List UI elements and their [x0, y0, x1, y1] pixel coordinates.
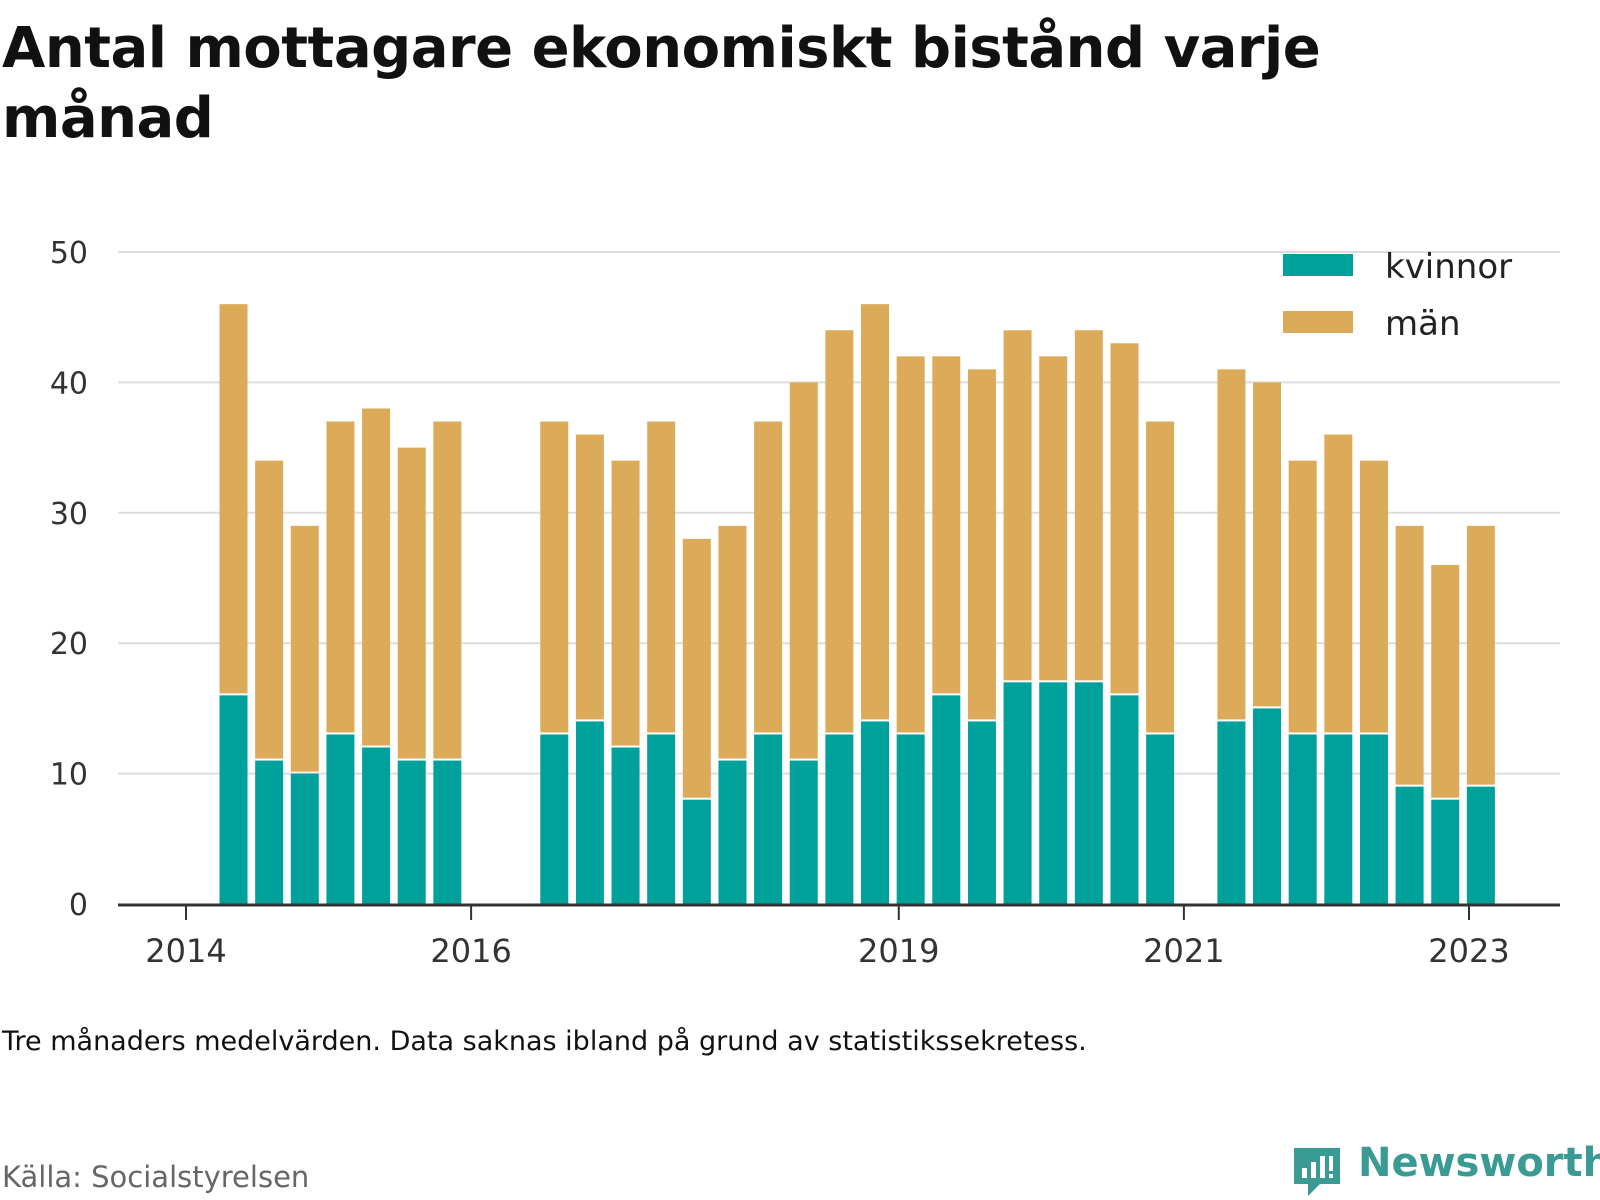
bar-man	[967, 369, 996, 720]
y-axis-ticks: 0 10 20 30 40 50	[50, 236, 88, 923]
bar-man	[1039, 356, 1068, 681]
bar-kvinnor	[1395, 786, 1424, 904]
y-tick-label: 0	[69, 888, 88, 923]
bar-man	[825, 330, 854, 733]
newsworthy-chart-bubble-icon	[1294, 1148, 1340, 1196]
bar-man	[611, 460, 640, 746]
bar-kvinnor	[1074, 682, 1103, 904]
x-tick-label: 2023	[1428, 932, 1509, 970]
bar-man	[754, 421, 783, 733]
bar-man	[1253, 382, 1282, 707]
bar-kvinnor	[540, 734, 569, 904]
bar-kvinnor	[896, 734, 925, 904]
x-tick-label: 2016	[430, 932, 511, 970]
bar-kvinnor	[1003, 682, 1032, 904]
bar-man	[1074, 330, 1103, 681]
bar-kvinnor	[433, 760, 462, 904]
bar-kvinnor	[219, 695, 248, 904]
stacked-bar-chart: 0 10 20 30 40 50 2014 2016 2019 2021 2023 kvinnor…	[50, 236, 1560, 970]
bar-kvinnor	[611, 747, 640, 904]
x-tick-label: 2019	[858, 932, 939, 970]
bar-man	[1466, 525, 1495, 785]
bar-kvinnor	[754, 734, 783, 904]
bar-kvinnor	[1359, 734, 1388, 904]
bar-man	[896, 356, 925, 733]
legend-label-kvinnor: kvinnor	[1385, 247, 1512, 287]
chart-note: Tre månaders medelvärden. Data saknas ib…	[2, 1026, 1087, 1057]
brand-logo: Newsworthy	[1290, 1140, 1600, 1200]
bar-man	[326, 421, 355, 733]
bar-kvinnor	[1466, 786, 1495, 904]
bar-kvinnor	[825, 734, 854, 904]
bar-man	[433, 421, 462, 759]
y-tick-label: 50	[50, 236, 88, 271]
chart-title: Antal mottagare ekonomiskt bistånd varje…	[2, 16, 1321, 151]
y-tick-label: 40	[50, 366, 88, 401]
bar-man	[540, 421, 569, 733]
bar-kvinnor	[789, 760, 818, 904]
legend-label-man: män	[1385, 304, 1461, 344]
source-label: Källa: Socialstyrelsen	[2, 1160, 310, 1194]
bar-man	[1324, 434, 1353, 733]
bar-kvinnor	[1324, 734, 1353, 904]
bar-kvinnor	[255, 760, 284, 904]
x-tick-label: 2021	[1143, 932, 1224, 970]
bar-kvinnor	[1039, 682, 1068, 904]
legend-swatch-man	[1283, 311, 1353, 333]
bar-kvinnor	[682, 799, 711, 904]
bar-man	[1431, 564, 1460, 798]
bar-kvinnor	[967, 721, 996, 904]
brand-name: Newsworthy	[1358, 1140, 1600, 1186]
bar-man	[861, 304, 890, 720]
bar-kvinnor	[1110, 695, 1139, 904]
bar-kvinnor	[326, 734, 355, 904]
bar-man	[219, 304, 248, 694]
legend: kvinnor män	[1283, 247, 1512, 344]
bar-man	[1288, 460, 1317, 733]
bar-man	[718, 525, 747, 759]
bar-man	[789, 382, 818, 759]
bar-man	[932, 356, 961, 694]
bar-man	[255, 460, 284, 759]
bar-man	[290, 525, 319, 772]
bar-kvinnor	[718, 760, 747, 904]
bar-kvinnor	[1146, 734, 1175, 904]
bar-man	[1217, 369, 1246, 720]
bar-man	[1359, 460, 1388, 733]
y-tick-label: 20	[50, 627, 88, 662]
bar-man	[1110, 343, 1139, 694]
x-axis-ticks: 2014 2016 2019 2021 2023	[145, 905, 1510, 970]
bar-kvinnor	[932, 695, 961, 904]
bar-kvinnor	[575, 721, 604, 904]
bar-kvinnor	[1288, 734, 1317, 904]
legend-swatch-kvinnor	[1283, 254, 1353, 276]
y-tick-label: 30	[50, 497, 88, 532]
bar-man	[647, 421, 676, 733]
bar-man	[682, 538, 711, 798]
x-tick-label: 2014	[145, 932, 226, 970]
bar-man	[575, 434, 604, 720]
bar-kvinnor	[1253, 708, 1282, 904]
bar-kvinnor	[1431, 799, 1460, 904]
bar-kvinnor	[397, 760, 426, 904]
bar-man	[1003, 330, 1032, 681]
bar-man	[1146, 421, 1175, 733]
bar-kvinnor	[647, 734, 676, 904]
bar-man	[1395, 525, 1424, 785]
bar-man	[397, 447, 426, 759]
bars	[219, 304, 1495, 904]
bar-man	[362, 408, 391, 746]
bar-kvinnor	[290, 773, 319, 904]
bar-kvinnor	[861, 721, 890, 904]
bar-kvinnor	[362, 747, 391, 904]
y-tick-label: 10	[50, 758, 88, 793]
bar-kvinnor	[1217, 721, 1246, 904]
